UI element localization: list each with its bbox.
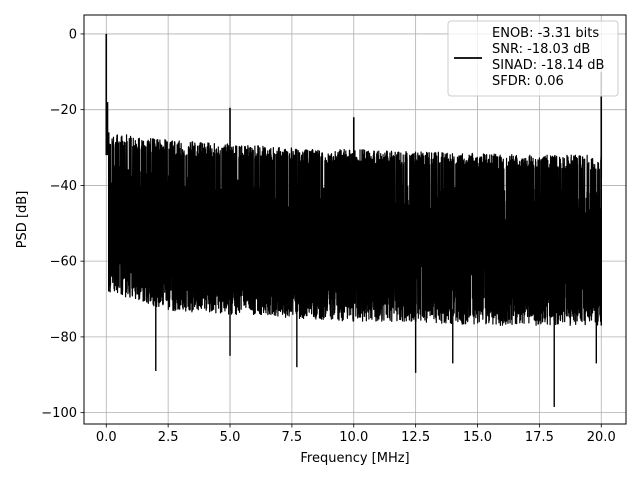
plot-frame xyxy=(83,14,627,425)
y-tick-label: −60 xyxy=(50,255,77,270)
psd-trace xyxy=(108,132,602,326)
x-tick-label: 0.0 xyxy=(96,430,117,445)
legend: ENOB: -3.31 bits SNR: -18.03 dB SINAD: -… xyxy=(447,20,619,97)
legend-enob: ENOB: -3.31 bits xyxy=(492,26,599,41)
x-tick-label: 5.0 xyxy=(220,430,241,445)
y-tick-label: 0 xyxy=(69,27,77,42)
x-tick-label: 7.5 xyxy=(282,430,303,445)
x-tick-label: 2.5 xyxy=(158,430,179,445)
x-tick-label: 12.5 xyxy=(401,430,430,445)
legend-box xyxy=(447,20,619,97)
legend-sfdr: SFDR: 0.06 xyxy=(492,74,564,89)
y-tick-label: −20 xyxy=(50,103,77,118)
axis-ticks: 0.0 2.5 5.0 7.5 10.0 12.5 15.0 17.5 20.0 0 −20 −40 −… xyxy=(41,27,615,445)
y-axis-label: PSD [dB] xyxy=(15,191,30,249)
legend-sinad: SINAD: -18.14 dB xyxy=(492,58,604,73)
y-tick-label: −80 xyxy=(50,330,77,345)
psd-series xyxy=(105,33,603,407)
y-tick-label: −40 xyxy=(50,179,77,194)
x-tick-label: 15.0 xyxy=(463,430,492,445)
x-tick-label: 20.0 xyxy=(587,430,616,445)
legend-snr: SNR: -18.03 dB xyxy=(492,42,590,57)
x-axis-label: Frequency [MHz] xyxy=(300,451,409,466)
x-tick-label: 10.0 xyxy=(339,430,368,445)
x-tick-label: 17.5 xyxy=(525,430,554,445)
y-tick-label: −100 xyxy=(41,406,77,421)
